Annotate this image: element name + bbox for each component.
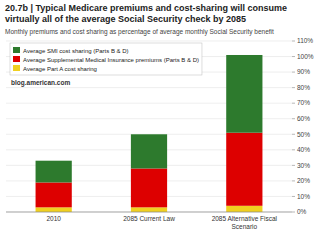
annotation: blog.american.com xyxy=(11,79,70,87)
legend-box xyxy=(10,43,202,75)
chart: 20.7b | Typical Medicare premiums and co… xyxy=(0,0,320,240)
legend-swatch xyxy=(13,47,20,53)
legend-swatch xyxy=(13,65,20,71)
tick-mark xyxy=(292,149,295,150)
tick-mark xyxy=(292,56,295,57)
x-axis-line xyxy=(6,212,292,213)
tick-mark xyxy=(292,103,295,104)
grid-line xyxy=(6,41,292,42)
legend-label: Average Supplemental Medical Insurance p… xyxy=(23,57,199,63)
text-line: virtually all of the average Social Secu… xyxy=(5,14,246,24)
tick-mark xyxy=(292,118,295,119)
legend: Average SMI cost sharing (Parts B & D) Av… xyxy=(10,43,202,75)
bar-segment xyxy=(226,206,262,212)
tick-mark xyxy=(292,212,295,213)
text-line: Scenario xyxy=(232,223,258,230)
tick-label: 110% xyxy=(297,37,313,44)
text-line: 20.7b | Typical Medicare premiums and co… xyxy=(5,3,287,13)
tick-label: 20% xyxy=(297,177,310,184)
tick-mark xyxy=(292,196,295,197)
tick-label: 0% xyxy=(297,208,307,215)
tick-label: 90% xyxy=(297,68,310,75)
bar-segment xyxy=(36,182,72,207)
bar-segment xyxy=(131,168,167,207)
tick-label: 10% xyxy=(297,193,310,200)
tick-label: 70% xyxy=(297,99,310,106)
subtitle: Monthly premiums and cost sharing as per… xyxy=(5,28,274,36)
tick-mark xyxy=(292,134,295,135)
tick-label: 100% xyxy=(297,53,314,60)
category-label: 2010 xyxy=(46,215,61,222)
legend-swatch xyxy=(13,56,20,62)
tick-label: 50% xyxy=(297,131,310,138)
tick-label: 30% xyxy=(297,162,310,169)
bar-segment xyxy=(226,133,262,206)
legend-label: Average SMI cost sharing (Parts B & D) xyxy=(23,48,129,54)
bar-segment xyxy=(226,55,262,133)
tick-label: 40% xyxy=(297,146,310,153)
tick-mark xyxy=(292,72,295,73)
tick-mark xyxy=(292,41,295,42)
tick-mark xyxy=(292,87,295,88)
y-axis: 0% 10% 20% 30% 40% 50% 60% 70% 80% 90% 100% 110% xyxy=(292,37,314,215)
bar-segment xyxy=(131,207,167,212)
grid xyxy=(6,41,292,212)
bar-segment xyxy=(131,134,167,168)
tick-label: 60% xyxy=(297,115,310,122)
category-label: 2085 Current Law xyxy=(123,215,175,222)
bar-segment xyxy=(36,161,72,183)
tick-label: 80% xyxy=(297,84,310,91)
text-line: 2085 Current Law xyxy=(123,215,175,222)
legend-label: Average Part A cost sharing xyxy=(23,66,97,72)
bar-segment xyxy=(36,207,72,212)
grid-line xyxy=(6,212,292,213)
tick-mark xyxy=(292,165,295,166)
category-label: 2085 Alternative FiscalScenario xyxy=(212,215,278,230)
text-line: 2010 xyxy=(46,215,61,222)
title: 20.7b | Typical Medicare premiums and co… xyxy=(5,3,287,24)
tick-mark xyxy=(292,180,295,181)
text-line: 2085 Alternative Fiscal xyxy=(212,215,278,222)
